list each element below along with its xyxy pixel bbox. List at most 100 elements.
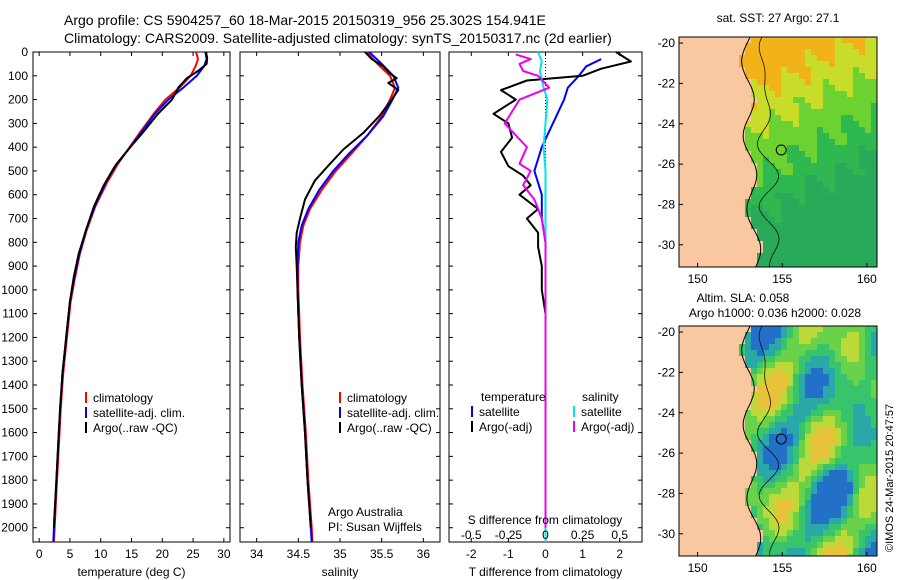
sst-cell [757, 79, 763, 85]
sst-cell [703, 103, 709, 109]
sst-cell [745, 79, 751, 85]
sla-cell [721, 380, 727, 386]
sla-cell [847, 458, 853, 464]
sla-cell [853, 512, 859, 518]
sst-cell [811, 133, 817, 139]
sla-cell [793, 470, 799, 476]
sst-cell [817, 127, 823, 133]
sla-cell [805, 350, 811, 356]
sla-cell [691, 386, 697, 392]
sla-cell [847, 338, 853, 344]
sla-cell [775, 470, 781, 476]
sla-cell [829, 446, 835, 452]
sst-cell [763, 49, 769, 55]
x-tick-label: 35.5 [370, 547, 394, 561]
sst-cell [829, 49, 835, 55]
y-tick-label: 1400 [1, 378, 28, 392]
sla-cell [781, 398, 787, 404]
sla-cell [787, 380, 793, 386]
sla-cell [727, 446, 733, 452]
sst-cell [721, 169, 727, 175]
sla-cell [871, 512, 877, 518]
sla-cell [841, 398, 847, 404]
sla-cell [859, 422, 865, 428]
sla-cell [733, 350, 739, 356]
sst-cell [715, 205, 721, 211]
sla-cell [871, 470, 877, 476]
sst-cell [703, 37, 709, 43]
sla-cell [679, 506, 685, 512]
sst-cell [709, 103, 715, 109]
sla-cell [685, 470, 691, 476]
sst-cell [739, 253, 745, 259]
sst-cell [871, 55, 877, 61]
sst-cell [871, 265, 877, 267]
sla-cell [859, 530, 865, 536]
sst-cell [703, 193, 709, 199]
sla-cell [775, 338, 781, 344]
sst-cell [679, 67, 685, 73]
sst-cell [715, 157, 721, 163]
sst-cell [697, 97, 703, 103]
sla-cell [715, 536, 721, 542]
sst-cell [787, 151, 793, 157]
sla-cell [859, 464, 865, 470]
sla-cell [727, 398, 733, 404]
sst-cell [799, 43, 805, 49]
sst-cell [829, 133, 835, 139]
sst-cell [829, 67, 835, 73]
sst-cell [733, 73, 739, 79]
sla-cell [685, 398, 691, 404]
sla-cell [751, 542, 757, 548]
sst-cell [865, 109, 871, 115]
sst-cell [697, 127, 703, 133]
sst-cell [751, 205, 757, 211]
sst-cell [691, 115, 697, 121]
sla-cell [835, 482, 841, 488]
sla-cell [757, 482, 763, 488]
sla-cell [739, 482, 745, 488]
sst-cell [751, 103, 757, 109]
sla-cell [715, 398, 721, 404]
sst-cell [823, 217, 829, 223]
sst-cell [823, 91, 829, 97]
sst-cell [835, 205, 841, 211]
sla-cell [835, 326, 841, 332]
sst-cell [745, 181, 751, 187]
sla-cell [757, 350, 763, 356]
sla-cell [769, 428, 775, 434]
sla-cell [697, 350, 703, 356]
sla-cell [697, 536, 703, 542]
sst-cell [871, 199, 877, 205]
sla-cell [781, 488, 787, 494]
sst-cell [835, 55, 841, 61]
sla-cell [739, 548, 745, 554]
sla-cell [733, 326, 739, 332]
sst-cell [835, 259, 841, 265]
sla-cell [871, 548, 877, 554]
sst-cell [805, 85, 811, 91]
sst-cell [793, 67, 799, 73]
sla-cell [679, 428, 685, 434]
sst-cell [751, 181, 757, 187]
sst-cell [841, 109, 847, 115]
sla-cell [679, 536, 685, 542]
sst-cell [697, 229, 703, 235]
sla-cell [697, 416, 703, 422]
sst-cell [781, 97, 787, 103]
sst-cell [817, 187, 823, 193]
sla-cell [703, 386, 709, 392]
sst-cell [805, 247, 811, 253]
sst-cell [871, 61, 877, 67]
sla-cell [835, 398, 841, 404]
sla-cell [847, 524, 853, 530]
sst-cell [805, 73, 811, 79]
sst-cell [703, 157, 709, 163]
sst-cell [727, 247, 733, 253]
sla-cell [763, 440, 769, 446]
sst-cell [781, 235, 787, 241]
sst-cell [823, 253, 829, 259]
sla-cell [793, 542, 799, 548]
sla-cell [805, 392, 811, 398]
sla-cell [811, 440, 817, 446]
